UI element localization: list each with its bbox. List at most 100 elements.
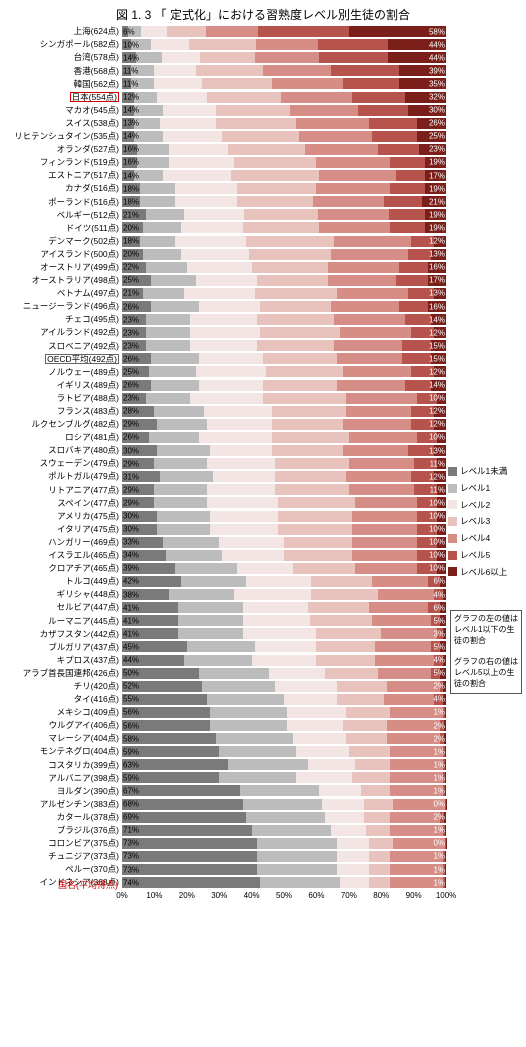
right-value: 1% — [433, 865, 445, 874]
bar-segment — [445, 785, 446, 796]
bar-row: ギリシャ(448点)38%4% — [2, 588, 524, 601]
bar-segment — [316, 641, 375, 652]
country-label: ハンガリー(469点) — [2, 538, 122, 547]
stacked-bar: 30%13% — [122, 445, 446, 456]
left-value: 59% — [123, 747, 139, 756]
right-value: 39% — [429, 66, 445, 75]
right-value: 11% — [430, 459, 445, 468]
stacked-bar: 63%1% — [122, 759, 446, 770]
bar-segment — [361, 785, 390, 796]
bar-row: ロシア(481点)26%10% — [2, 431, 524, 444]
bar-segment — [287, 720, 343, 731]
legend-label: レベル2 — [460, 499, 490, 512]
right-value: 5% — [433, 669, 445, 678]
stacked-bar: 14%44% — [122, 52, 446, 63]
legend-swatch — [448, 551, 457, 560]
bar-segment — [308, 602, 370, 613]
bar-segment — [281, 92, 352, 103]
stacked-bar: 14%17% — [122, 170, 446, 181]
stacked-bar: 25%12% — [122, 366, 446, 377]
bar-segment — [136, 52, 162, 63]
stacked-bar: 28%12% — [122, 406, 446, 417]
country-label: タイ(416点) — [2, 695, 122, 704]
country-label: カナダ(516点) — [2, 184, 122, 193]
country-label: アイスランド(500点) — [2, 250, 122, 259]
bar-row: デンマーク(502点)18%12% — [2, 235, 524, 248]
country-label: チュニジア(373点) — [2, 852, 122, 861]
bar-segment — [369, 864, 390, 875]
stacked-bar: 14%30% — [122, 105, 446, 116]
bar-segment — [340, 327, 411, 338]
left-value: 18% — [123, 184, 139, 193]
country-label: トルコ(449点) — [2, 577, 122, 586]
bar-segment — [337, 838, 369, 849]
bar-segment — [334, 340, 402, 351]
bar-segment — [325, 812, 363, 823]
bar-row: ベトナム(497点)21%13% — [2, 287, 524, 300]
right-value: 1% — [433, 786, 445, 795]
right-value: 21% — [429, 197, 445, 206]
left-value: 73% — [123, 865, 139, 874]
bar-segment — [445, 864, 446, 875]
bar-segment — [207, 694, 284, 705]
stacked-bar: 29%10% — [122, 497, 446, 508]
right-value: 1% — [433, 747, 445, 756]
left-value: 45% — [123, 642, 139, 651]
bar-segment — [122, 812, 246, 823]
stacked-bar: 41%6% — [122, 602, 446, 613]
country-label: スロベニア(492点) — [2, 342, 122, 351]
country-label: アルバニア(398点) — [2, 774, 122, 783]
bar-row: コロンビア(375点)73%0% — [2, 837, 524, 850]
bar-segment — [389, 209, 425, 220]
country-label: コロンビア(375点) — [2, 839, 122, 848]
bar-segment — [325, 668, 378, 679]
bar-segment — [275, 484, 349, 495]
bar-segment — [154, 406, 204, 417]
bar-row: モンテネグロ(404点)59%1% — [2, 745, 524, 758]
legend: レベル1未満レベル1レベル2レベル3レベル4レベル5レベル6以上 — [448, 465, 524, 582]
stacked-bar: 42%6% — [122, 576, 446, 587]
bar-row: タイ(416点)55%4% — [2, 693, 524, 706]
right-value: 16% — [429, 302, 445, 311]
stacked-bar: 41%3% — [122, 628, 446, 639]
country-label: ポルトガル(479点) — [2, 472, 122, 481]
right-value: 23% — [429, 145, 445, 154]
bar-segment — [237, 183, 317, 194]
bar-segment — [202, 681, 276, 692]
right-value: 11% — [430, 485, 445, 494]
bar-segment — [243, 799, 323, 810]
country-label: ウルグアイ(406点) — [2, 721, 122, 730]
bar-row: スイス(538点)13%26% — [2, 117, 524, 130]
bar-segment — [337, 694, 384, 705]
legend-swatch — [448, 534, 457, 543]
bar-segment — [190, 340, 258, 351]
bar-segment — [402, 340, 431, 351]
bar-row: アイルランド(492点)23%12% — [2, 326, 524, 339]
legend-swatch — [448, 484, 457, 493]
bar-segment — [151, 39, 189, 50]
bar-segment — [149, 432, 199, 443]
left-value: 21% — [123, 289, 139, 298]
stacked-bar: 26%10% — [122, 432, 446, 443]
stacked-bar: 22%16% — [122, 262, 446, 273]
bar-segment — [210, 445, 272, 456]
bar-segment — [384, 694, 434, 705]
bar-segment — [249, 249, 331, 260]
bar-segment — [352, 511, 417, 522]
bar-row: アルバニア(398点)59%1% — [2, 771, 524, 784]
bar-segment — [343, 419, 411, 430]
right-value: 10% — [429, 512, 445, 521]
bar-segment — [222, 131, 299, 142]
bar-segment — [405, 314, 432, 325]
legend-item: レベル6以上 — [448, 566, 524, 579]
bar-segment — [390, 183, 425, 194]
bar-row: エストニア(517点)14%17% — [2, 169, 524, 182]
right-value: 32% — [429, 93, 445, 102]
bar-segment — [369, 838, 393, 849]
left-value: 41% — [123, 603, 139, 612]
bar-row: ポーランド(516点)18%21% — [2, 195, 524, 208]
bar-row: コスタリカ(399点)63%1% — [2, 758, 524, 771]
left-value: 23% — [123, 341, 139, 350]
left-value: 13% — [123, 119, 139, 128]
stacked-bar: 52%2% — [122, 681, 446, 692]
